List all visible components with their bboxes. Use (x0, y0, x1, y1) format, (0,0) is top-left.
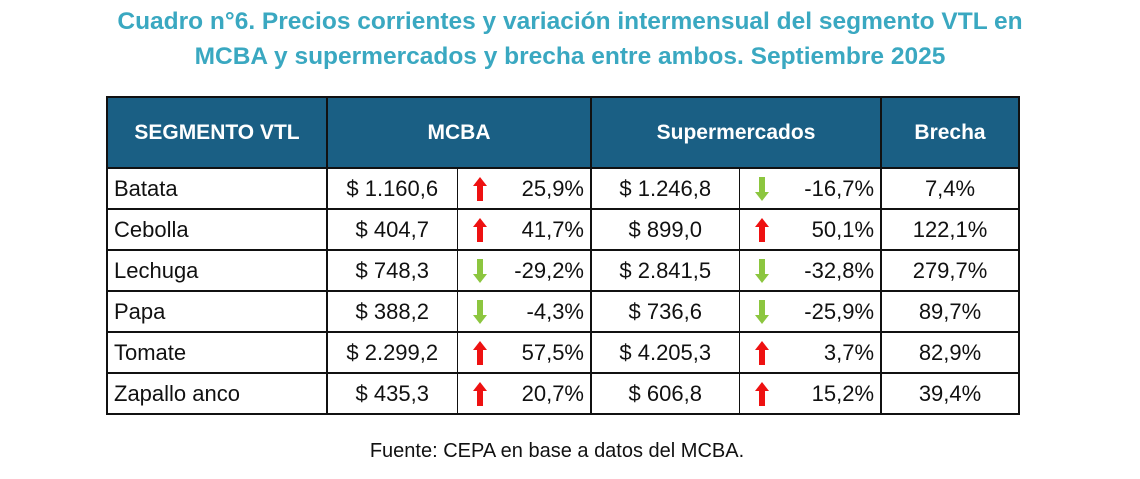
segment-name: Lechuga (106, 249, 328, 292)
red-up-arrow-icon (754, 381, 770, 406)
super-variation: -16,7% (738, 167, 883, 210)
brecha-value: 89,7% (880, 290, 1021, 333)
segment-name: Tomate (106, 331, 328, 374)
green-down-arrow-icon (754, 258, 770, 283)
super-variation-value: -25,9% (804, 298, 875, 324)
table-body: Batata $ 1.160,6 25,9% $ 1.246,8 -16,7% 7,4% C… (106, 167, 1021, 415)
super-variation-value: -32,8% (804, 257, 875, 283)
super-price: $ 899,0 (590, 208, 740, 251)
brecha-value: 82,9% (880, 331, 1021, 374)
mcba-variation-value: -29,2% (514, 257, 584, 283)
green-down-arrow-icon (472, 299, 488, 324)
mcba-variation: -29,2% (456, 249, 592, 292)
header-row: SEGMENTO VTL MCBA Supermercados Brecha (106, 96, 1021, 169)
brecha-value: 7,4% (880, 167, 1021, 210)
table-row: Tomate $ 2.299,2 57,5% $ 4.205,3 3,7% 82,9% (106, 331, 1021, 374)
mcba-price: $ 388,2 (326, 290, 458, 333)
mcba-price: $ 404,7 (326, 208, 458, 251)
header-brecha: Brecha (880, 96, 1021, 169)
super-variation: 3,7% (738, 331, 883, 374)
mcba-price: $ 2.299,2 (326, 331, 458, 374)
mcba-variation: 41,7% (456, 208, 592, 251)
mcba-variation-value: 20,7% (521, 380, 584, 406)
mcba-variation-value: 57,5% (521, 339, 584, 365)
source-note: Fuente: CEPA en base a datos del MCBA. (369, 440, 745, 462)
super-variation: -32,8% (738, 249, 883, 292)
red-up-arrow-icon (472, 217, 488, 242)
mcba-price: $ 1.160,6 (326, 167, 458, 210)
super-variation-value: 15,2% (811, 380, 875, 406)
mcba-variation: -4,3% (456, 290, 592, 333)
mcba-variation: 57,5% (456, 331, 592, 374)
super-variation-value: -16,7% (804, 175, 875, 201)
segment-name: Batata (106, 167, 328, 210)
brecha-value: 39,4% (880, 372, 1021, 415)
mcba-variation: 20,7% (456, 372, 592, 415)
table-row: Zapallo anco $ 435,3 20,7% $ 606,8 15,2% 39,4… (106, 372, 1021, 415)
table-row: Cebolla $ 404,7 41,7% $ 899,0 50,1% 122,1% (106, 208, 1021, 251)
green-down-arrow-icon (754, 176, 770, 201)
table-row: Batata $ 1.160,6 25,9% $ 1.246,8 -16,7% 7,4% (106, 167, 1021, 210)
super-variation: -25,9% (738, 290, 883, 333)
super-price: $ 606,8 (590, 372, 740, 415)
header-mcba: MCBA (326, 96, 592, 169)
brecha-value: 279,7% (880, 249, 1021, 292)
green-down-arrow-icon (754, 299, 770, 324)
red-up-arrow-icon (754, 217, 770, 242)
brecha-value: 122,1% (880, 208, 1021, 251)
segment-name: Cebolla (106, 208, 328, 251)
title-line-1: Cuadro n°6. Precios corrientes y variaci… (117, 8, 1023, 35)
segment-name: Zapallo anco (106, 372, 328, 415)
super-price: $ 736,6 (590, 290, 740, 333)
super-price: $ 2.841,5 (590, 249, 740, 292)
red-up-arrow-icon (754, 340, 770, 365)
super-variation-value: 3,7% (823, 339, 875, 365)
header-segment: SEGMENTO VTL (106, 96, 328, 169)
mcba-variation: 25,9% (456, 167, 592, 210)
green-down-arrow-icon (472, 258, 488, 283)
table-row: Papa $ 388,2 -4,3% $ 736,6 -25,9% 89,7% (106, 290, 1021, 333)
red-up-arrow-icon (472, 340, 488, 365)
super-variation: 50,1% (738, 208, 883, 251)
table-row: Lechuga $ 748,3 -29,2% $ 2.841,5 -32,8% 279,7… (106, 249, 1021, 292)
title-line-2: MCBA y supermercados y brecha entre ambo… (194, 43, 946, 70)
super-price: $ 1.246,8 (590, 167, 740, 210)
page-title: Cuadro n°6. Precios corrientes y variaci… (0, 4, 1140, 74)
super-variation-value: 50,1% (811, 216, 875, 242)
segment-name: Papa (106, 290, 328, 333)
super-price: $ 4.205,3 (590, 331, 740, 374)
mcba-price: $ 748,3 (326, 249, 458, 292)
mcba-variation-value: -4,3% (526, 298, 584, 324)
super-variation: 15,2% (738, 372, 883, 415)
red-up-arrow-icon (472, 381, 488, 406)
prices-table: SEGMENTO VTL MCBA Supermercados Brecha B… (106, 96, 1021, 415)
header-supermercados: Supermercados (589, 96, 883, 169)
mcba-variation-value: 25,9% (521, 175, 584, 201)
red-up-arrow-icon (472, 176, 488, 201)
mcba-variation-value: 41,7% (521, 216, 584, 242)
mcba-price: $ 435,3 (326, 372, 458, 415)
